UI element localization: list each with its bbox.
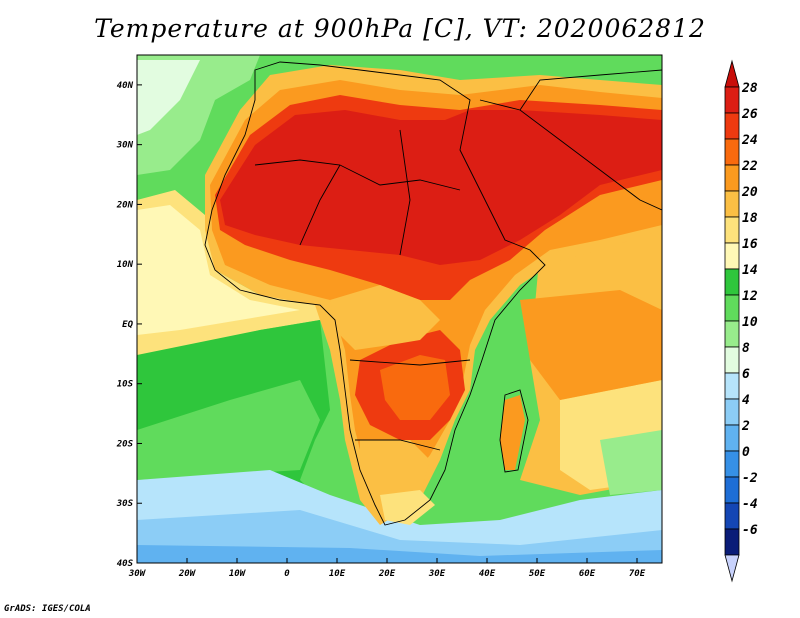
colorbar-swatch <box>724 112 740 140</box>
field-south-central-warm <box>380 355 450 420</box>
colorbar-swatch <box>724 190 740 218</box>
colorbar-label: 2 <box>741 419 750 434</box>
colorbar-swatch <box>724 320 740 348</box>
colorbar-swatch <box>724 164 740 192</box>
colorbar-label: 20 <box>741 185 758 200</box>
colorbar-label: 18 <box>742 211 758 226</box>
colorbar-label: 0 <box>742 445 750 460</box>
colorbar-swatch <box>724 346 740 374</box>
colorbar-label: -4 <box>742 497 758 512</box>
colorbar-swatch <box>724 216 740 244</box>
colorbar-top-arrow <box>724 59 740 88</box>
border-central <box>399 129 411 256</box>
lat-tick-label: 30S <box>116 499 134 509</box>
field-arabian-sea <box>520 290 662 400</box>
field-south-cape <box>380 490 435 525</box>
lon-tick-label: 50E <box>529 569 546 579</box>
colorbar-label: 10 <box>742 315 758 330</box>
lon-tick-label: 40E <box>479 569 496 579</box>
colorbar-swatch <box>724 268 740 296</box>
colorbar-swatch <box>724 502 740 530</box>
lon-tick-label: 30W <box>128 569 147 579</box>
border-south-central <box>349 359 471 366</box>
colorbar-label: 22 <box>741 159 758 174</box>
border-sahara <box>254 159 461 191</box>
lon-tick-label: 20E <box>378 569 396 579</box>
field-madagascar <box>500 395 525 470</box>
lat-ticks: 40N 30N 20N 10N EQ 10S 20S 30S 40S <box>116 81 142 569</box>
field-north-atlantic-coolest <box>137 60 200 135</box>
colorbar-swatch <box>724 86 740 114</box>
lat-tick-label: 10N <box>117 260 134 270</box>
credit-text: GrADS: IGES/COLA <box>4 604 91 614</box>
colorbar-label: 24 <box>741 133 758 148</box>
lat-tick-label: 10S <box>117 380 134 390</box>
arabia-coastline <box>479 99 662 211</box>
lat-tick-label: 40S <box>117 559 134 569</box>
lat-tick-label: 20N <box>116 200 134 210</box>
colorbar-label: 12 <box>742 289 758 304</box>
colorbar-label: 28 <box>741 81 758 96</box>
africa-coastline <box>204 61 546 526</box>
temperature-field <box>137 55 662 563</box>
colorbar-label: -2 <box>742 471 758 486</box>
lon-tick-label: 0 <box>284 569 290 579</box>
colorbar-swatch <box>724 242 740 270</box>
colorbar-label: 16 <box>742 237 758 252</box>
madagascar-coastline <box>499 389 529 473</box>
lat-tick-label: EQ <box>122 320 133 330</box>
middle-east-coastline <box>519 69 662 111</box>
colorbar-swatch <box>724 138 740 166</box>
field-congo-basin <box>330 285 440 350</box>
border-west <box>299 164 341 246</box>
field-tropical-atlantic-mild <box>137 205 300 335</box>
colorbar-swatch <box>724 398 740 426</box>
colorbar-bottom-arrow <box>724 554 740 583</box>
field-indian-ocean-southeast <box>600 430 662 495</box>
lon-tick-label: 70E <box>629 569 646 579</box>
lon-tick-label: 30E <box>428 569 446 579</box>
colorbar-swatch <box>724 450 740 478</box>
lon-tick-label: 10E <box>329 569 346 579</box>
lat-tick-label: 20S <box>116 439 134 449</box>
colorbar-label: 8 <box>742 341 750 356</box>
map-title: Temperature at 900hPa [C], VT: 202006281… <box>94 14 706 43</box>
lon-tick-label: 60E <box>579 569 596 579</box>
border-southern <box>355 439 441 451</box>
colorbar-label: 14 <box>742 263 758 278</box>
lat-tick-label: 40N <box>117 81 134 91</box>
colorbar-swatch <box>724 424 740 452</box>
coastlines <box>204 61 662 526</box>
field-sahara-core <box>220 110 662 265</box>
colorbar-label: 4 <box>742 393 750 408</box>
lon-tick-label: 10W <box>229 569 247 579</box>
lon-ticks: 30W 20W 10W 0 10E 20E 30E 40E 50E 60E 70E <box>128 558 646 579</box>
colorbar-label: 26 <box>741 107 758 122</box>
map-frame <box>136 54 663 564</box>
colorbar-label: -6 <box>742 523 758 538</box>
lon-tick-label: 20W <box>178 569 197 579</box>
colorbar-swatch <box>724 294 740 322</box>
field-southern-ocean-coldest <box>137 545 662 563</box>
colorbar-swatch <box>724 476 740 504</box>
colorbar-swatch <box>724 372 740 400</box>
colorbar-swatch <box>724 528 740 556</box>
field-south-atlantic-light <box>137 380 320 480</box>
colorbar-label: 6 <box>742 367 750 382</box>
lat-tick-label: 30N <box>116 141 134 151</box>
